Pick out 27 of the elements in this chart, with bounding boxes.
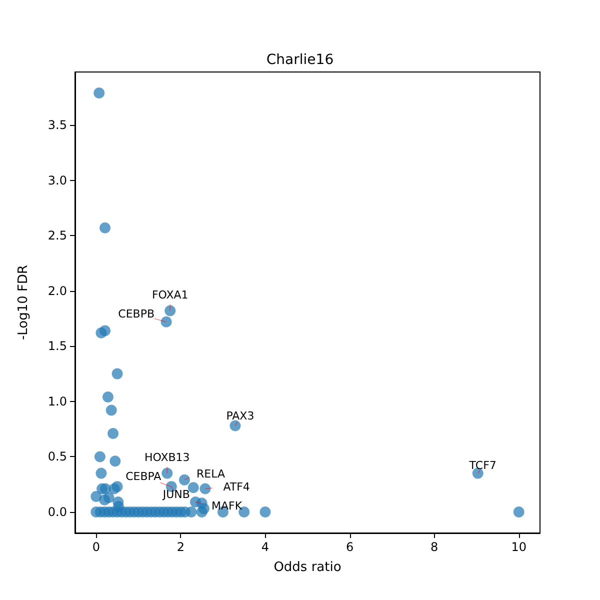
annotation: JUNB [162,488,190,502]
annotation: PAX3 [226,409,254,422]
y-axis-title: -Log10 FDR [16,264,31,340]
annotation: MAFK [211,500,243,513]
annotation: FOXA1 [152,288,188,302]
y-tick-label: 0.0 [48,504,67,519]
y-tick-label: 3.0 [48,173,67,188]
y-tick-label: 3.5 [48,118,67,132]
annotation: HOXB13 [144,450,190,464]
annotation: RELA [196,467,226,480]
y-tick-label: 1.5 [48,339,67,354]
annotation: CEBPA [126,470,162,484]
x-tick-label: 6 [346,540,354,554]
y-tick-label: 1.0 [48,394,67,408]
x-tick-label: 4 [261,540,270,554]
y-tick-label: 2.0 [48,284,67,298]
x-tick-label: 0 [92,540,100,554]
x-axis-title: Odds ratio [274,560,342,575]
annotation: TCF7 [468,458,496,472]
x-tick-label: 8 [430,540,438,554]
y-tick-label: 2.5 [48,228,67,243]
annotation: CEBPB [118,307,154,320]
annotation: ATF4 [223,480,250,494]
chart-title: Charlie16 [266,52,334,68]
y-tick-label: 0.5 [48,450,67,464]
x-tick-label: 10 [511,540,527,554]
x-tick-label: 2 [176,540,184,554]
